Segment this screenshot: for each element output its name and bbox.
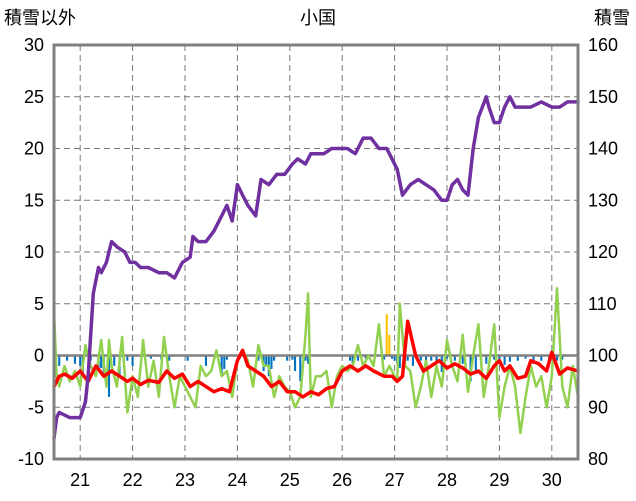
precipitation-bar bbox=[406, 355, 409, 361]
right-tick-label: 160 bbox=[588, 35, 618, 55]
precipitation-bar bbox=[524, 355, 527, 359]
precipitation-bar bbox=[107, 355, 111, 397]
precipitation-bar bbox=[424, 355, 428, 362]
precipitation-bar bbox=[485, 355, 488, 364]
line-layer bbox=[52, 95, 580, 441]
precipitation-bar bbox=[307, 355, 310, 364]
precipitation-bar bbox=[356, 355, 359, 361]
precipitation-bar bbox=[73, 355, 77, 364]
precipitation-bar bbox=[257, 355, 260, 361]
left-tick-label: 10 bbox=[24, 242, 44, 262]
precipitation-bar bbox=[149, 355, 152, 359]
left-tick-label: 20 bbox=[24, 139, 44, 159]
right-tick-labels: 160 150 140 130 120 110 100 90 80 bbox=[588, 35, 618, 469]
x-tick-label: 24 bbox=[227, 470, 247, 490]
precipitation-bar bbox=[474, 355, 477, 375]
x-tick-label: 23 bbox=[175, 470, 195, 490]
precipitation-bar bbox=[419, 355, 422, 361]
precipitation-bar bbox=[100, 355, 103, 368]
x-tick-label: 26 bbox=[332, 470, 352, 490]
precipitation-bar bbox=[393, 355, 396, 361]
precipitation-bar bbox=[220, 355, 223, 375]
precipitation-bar bbox=[225, 355, 228, 360]
left-tick-label: 15 bbox=[24, 190, 44, 210]
precipitation-bar bbox=[411, 355, 414, 366]
precipitation-bar bbox=[516, 355, 519, 361]
precipitation-bar bbox=[349, 355, 352, 361]
precipitation-bar bbox=[286, 355, 289, 361]
precipitation-bar bbox=[390, 355, 394, 359]
precipitation-bar bbox=[453, 355, 456, 361]
precipitation-bar bbox=[270, 355, 273, 369]
precipitation-bar bbox=[291, 355, 294, 360]
left-tick-label: 30 bbox=[24, 35, 44, 55]
precipitation-bar bbox=[273, 355, 276, 361]
right-tick-label: 120 bbox=[588, 242, 618, 262]
right-tick-label: 110 bbox=[588, 294, 617, 314]
precipitation-bar bbox=[58, 355, 61, 366]
right-tick-label: 130 bbox=[588, 190, 618, 210]
x-tick-label: 30 bbox=[542, 470, 562, 490]
x-tick-label: 29 bbox=[489, 470, 509, 490]
snowfall-bar bbox=[388, 334, 391, 356]
x-tick-label: 21 bbox=[70, 470, 90, 490]
precipitation-bar bbox=[304, 355, 307, 361]
precipitation-bar bbox=[66, 355, 69, 361]
chart-title: 小国 bbox=[300, 8, 336, 29]
precipitation-bar bbox=[430, 355, 433, 361]
precipitation-bar bbox=[131, 355, 134, 366]
x-tick-label: 27 bbox=[385, 470, 405, 490]
left-axis-label: 積雪以外 bbox=[4, 8, 76, 29]
left-tick-label: 5 bbox=[34, 294, 44, 314]
right-tick-label: 90 bbox=[588, 397, 608, 417]
precipitation-bar bbox=[561, 355, 564, 360]
precipitation-bar bbox=[498, 355, 501, 360]
precipitation-bar bbox=[461, 355, 464, 364]
precipitation-bar bbox=[113, 355, 116, 366]
precipitation-bar bbox=[383, 355, 386, 360]
precipitation-bar bbox=[493, 355, 496, 360]
precipitation-bar bbox=[204, 355, 208, 366]
precipitation-bar bbox=[364, 355, 367, 359]
precipitation-bar bbox=[168, 355, 171, 361]
precipitation-bar bbox=[540, 355, 543, 361]
right-tick-label: 100 bbox=[588, 346, 618, 366]
x-tick-labels: 21 22 23 24 25 26 27 28 29 30 bbox=[70, 470, 562, 490]
right-tick-label: 80 bbox=[588, 449, 608, 469]
precipitation-bar bbox=[435, 355, 438, 364]
precipitation-bar bbox=[223, 355, 226, 369]
left-tick-label: -5 bbox=[28, 397, 44, 417]
x-tick-label: 22 bbox=[123, 470, 143, 490]
precipitation-bar bbox=[293, 355, 297, 372]
precipitation-bar bbox=[445, 355, 449, 359]
precipitation-bar bbox=[79, 355, 82, 366]
precipitation-bar bbox=[508, 355, 511, 362]
left-tick-label: 0 bbox=[34, 346, 44, 366]
left-tick-labels: 30 25 20 15 10 5 0 -5 -10 bbox=[18, 35, 44, 469]
precipitation-bar bbox=[503, 355, 506, 365]
right-axis-label: 積雪 bbox=[594, 8, 630, 29]
precipitation-bar bbox=[532, 355, 535, 364]
x-tick-label: 28 bbox=[437, 470, 457, 490]
precipitation-bar bbox=[398, 355, 401, 368]
left-tick-label: 25 bbox=[24, 87, 44, 107]
x-tick-label: 25 bbox=[280, 470, 300, 490]
precipitation-bar bbox=[299, 355, 302, 382]
precipitation-bar bbox=[555, 355, 559, 361]
gridlines bbox=[54, 45, 578, 459]
snowfall-bar bbox=[385, 314, 388, 356]
left-tick-label: -10 bbox=[18, 449, 44, 469]
snow_depth-line bbox=[52, 95, 580, 441]
temperature-line bbox=[52, 319, 580, 399]
precipitation-bar bbox=[186, 355, 189, 361]
right-tick-label: 150 bbox=[588, 87, 618, 107]
right-tick-label: 140 bbox=[588, 139, 618, 159]
precipitation-bar bbox=[351, 355, 354, 364]
plot-frame bbox=[52, 43, 580, 461]
precipitation-bar bbox=[265, 355, 268, 366]
precipitation-bar bbox=[126, 355, 129, 361]
